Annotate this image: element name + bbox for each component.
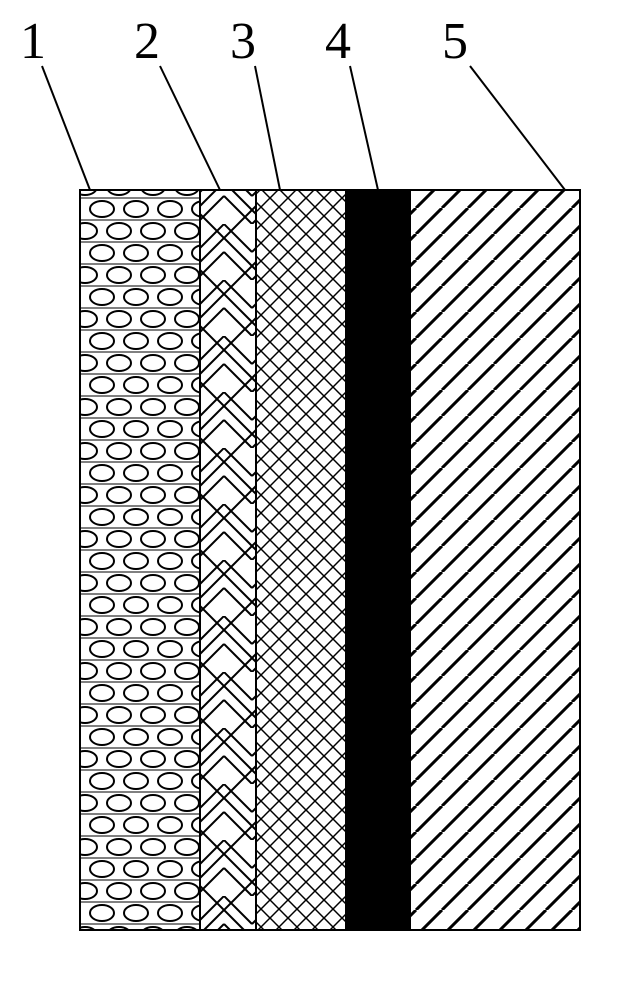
layer-5 bbox=[410, 190, 580, 930]
leader-line-5 bbox=[470, 66, 565, 190]
leader-line-2 bbox=[160, 66, 220, 190]
label-3: 3 bbox=[230, 13, 256, 70]
label-4: 4 bbox=[325, 13, 351, 70]
leader-line-3 bbox=[255, 66, 280, 190]
label-5: 5 bbox=[442, 13, 468, 70]
leader-line-1 bbox=[42, 66, 90, 190]
layer-1 bbox=[80, 190, 200, 930]
label-2: 2 bbox=[134, 13, 160, 70]
layer-4 bbox=[346, 190, 410, 930]
layer-3 bbox=[256, 190, 346, 930]
label-1: 1 bbox=[20, 13, 46, 70]
layer-stack bbox=[80, 190, 580, 930]
labels: 1 2 3 4 5 bbox=[20, 13, 565, 190]
layer-2 bbox=[200, 190, 256, 930]
leader-line-4 bbox=[350, 66, 378, 190]
